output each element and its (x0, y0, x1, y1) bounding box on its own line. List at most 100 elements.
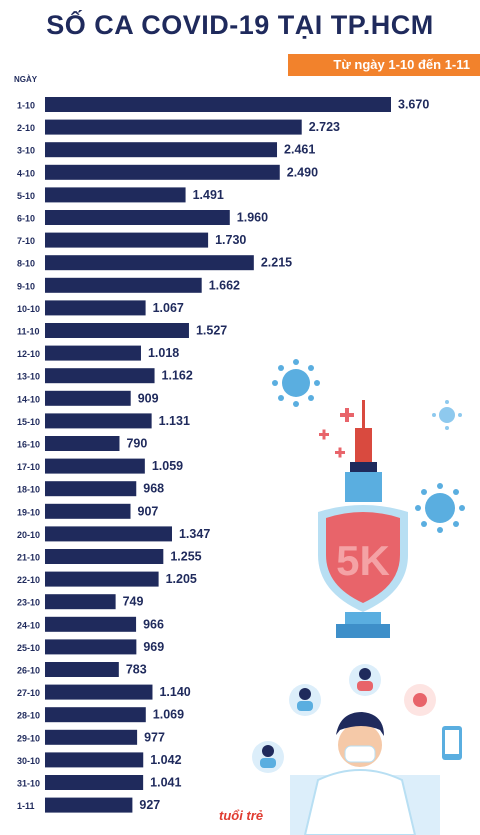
value-data-label: 1.255 (170, 550, 201, 564)
value-data-label: 909 (138, 391, 159, 405)
bar (45, 616, 137, 632)
bar (45, 775, 144, 790)
virus-icon (432, 400, 462, 430)
bar (45, 458, 145, 474)
category-tick-label: 26-10 (17, 666, 40, 676)
value-data-label: 3.670 (398, 98, 429, 112)
value-data-label: 1.205 (166, 572, 197, 586)
bar (45, 707, 146, 723)
value-data-label: 1.140 (159, 685, 190, 699)
category-tick-label: 4-10 (17, 168, 35, 178)
bar (45, 277, 202, 293)
category-tick-label: 6-10 (17, 214, 35, 224)
value-data-label: 1.162 (162, 369, 193, 383)
category-tick-label: 19-10 (17, 507, 40, 517)
value-data-label: 1.960 (237, 211, 268, 225)
value-data-label: 1.131 (159, 414, 190, 428)
bar (45, 255, 254, 271)
bar (45, 300, 146, 316)
bar (45, 413, 152, 429)
category-tick-label: 29-10 (17, 733, 40, 743)
category-tick-label: 21-10 (17, 553, 40, 563)
chart-subtitle: Từ ngày 1-10 đến 1-11 (333, 57, 470, 72)
value-data-label: 1.347 (179, 527, 210, 541)
bar (45, 662, 119, 677)
bar (45, 729, 138, 745)
bar (45, 368, 155, 384)
bar (45, 639, 137, 655)
bar (45, 142, 278, 158)
category-tick-label: 5-10 (17, 191, 35, 201)
value-data-label: 1.069 (153, 708, 184, 722)
value-data-label: 1.067 (153, 301, 184, 315)
virus-icon (272, 359, 320, 407)
bar (45, 594, 116, 610)
category-tick-label: 11-10 (17, 327, 40, 337)
category-tick-label: 2-10 (17, 123, 35, 133)
category-tick-label: 17-10 (17, 462, 40, 472)
value-data-label: 749 (123, 595, 144, 609)
category-tick-label: 7-10 (17, 236, 35, 246)
bar (45, 752, 144, 768)
category-tick-label: 20-10 (17, 530, 40, 540)
bar (45, 526, 172, 542)
category-tick-label: 31-10 (17, 779, 40, 789)
bar (45, 210, 230, 225)
chart-title: SỐ CA COVID-19 TẠI TP.HCM (46, 10, 434, 40)
category-tick-label: 12-10 (17, 349, 40, 359)
category-tick-label: 13-10 (17, 372, 40, 382)
phone-icon (442, 726, 462, 760)
category-tick-label: 14-10 (17, 394, 40, 404)
plus-icon (319, 408, 354, 458)
bar (45, 323, 189, 338)
category-tick-label: 16-10 (17, 440, 40, 450)
category-tick-label: 3-10 (17, 146, 35, 156)
bar (45, 97, 391, 112)
category-tick-label: 25-10 (17, 643, 40, 653)
shield-icon: 5K (318, 505, 408, 638)
bar (45, 549, 164, 564)
value-data-label: 2.490 (287, 165, 318, 179)
bar (45, 390, 131, 406)
tuoi-tre-logo: tuổi trẻ (219, 808, 264, 823)
value-data-label: 1.042 (150, 753, 181, 767)
value-data-label: 927 (139, 798, 160, 812)
bar (45, 345, 141, 361)
bar (45, 164, 280, 180)
value-data-label: 1.491 (193, 188, 224, 202)
category-tick-label: 1-11 (17, 801, 35, 811)
category-tick-label: 15-10 (17, 417, 40, 427)
value-data-label: 977 (144, 730, 165, 744)
bar (45, 119, 302, 135)
shield-text: 5K (336, 537, 390, 584)
value-data-label: 1.527 (196, 324, 227, 338)
doctor-figure (290, 712, 440, 835)
person-icon (349, 664, 381, 696)
bar (45, 481, 137, 497)
subtitle-badge (288, 54, 480, 76)
category-tick-label: 1-10 (17, 101, 35, 111)
category-tick-label: 27-10 (17, 688, 40, 698)
value-data-label: 966 (143, 617, 164, 631)
bar (45, 797, 133, 813)
category-tick-label: 9-10 (17, 281, 35, 291)
category-tick-label: 8-10 (17, 259, 35, 269)
category-tick-label: 23-10 (17, 598, 40, 608)
person-icon (289, 684, 321, 716)
value-data-label: 783 (126, 663, 147, 677)
value-data-label: 1.662 (209, 278, 240, 292)
value-data-label: 968 (143, 482, 164, 496)
category-tick-label: 30-10 (17, 756, 40, 766)
syringe-icon (345, 400, 382, 502)
bar (45, 232, 209, 248)
category-tick-label: 22-10 (17, 575, 40, 585)
bar (45, 187, 186, 203)
value-data-label: 790 (126, 437, 147, 451)
value-data-label: 2.215 (261, 256, 292, 270)
y-axis-label: NGÀY (14, 75, 38, 84)
category-tick-label: 18-10 (17, 485, 40, 495)
bar (45, 436, 120, 451)
hands-icon (404, 684, 436, 716)
